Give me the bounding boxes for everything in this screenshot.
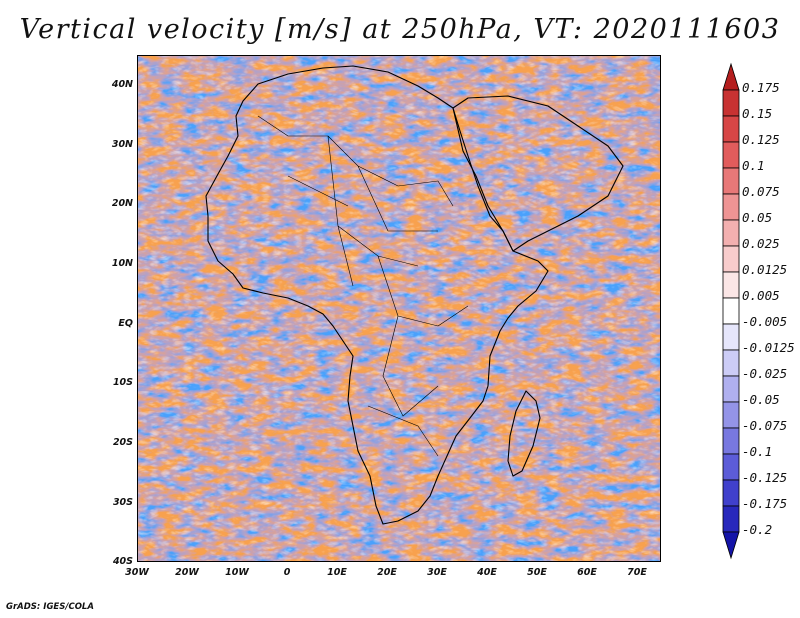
colorbar-segment xyxy=(722,115,740,143)
lon-label-30w: 30W xyxy=(125,567,149,578)
colorbar-label: -0.005 xyxy=(742,314,788,329)
colorbar-top-arrow xyxy=(722,62,740,91)
colorbar-segment xyxy=(722,245,740,273)
lat-label-40n: 40N xyxy=(111,79,133,90)
arabia-coastline xyxy=(452,95,624,252)
lat-label-20n: 20N xyxy=(111,198,133,209)
madagascar-coastline xyxy=(507,390,541,477)
colorbar-segment xyxy=(722,141,740,169)
colorbar-segment xyxy=(722,271,740,299)
africa-coastline xyxy=(205,65,549,525)
colorbar-segment xyxy=(722,505,740,533)
colorbar-segment xyxy=(722,167,740,195)
colorbar-label: -0.075 xyxy=(742,418,788,433)
lat-label-20s: 20S xyxy=(112,437,133,448)
lat-label-10s: 10S xyxy=(112,377,133,388)
lon-label-50e: 50E xyxy=(527,567,547,578)
lon-label-0: 0 xyxy=(283,567,291,578)
lon-label-40e: 40E xyxy=(477,567,497,578)
colorbar-segment xyxy=(722,89,740,117)
lat-label-10n: 10N xyxy=(111,258,133,269)
colorbar-bottom-arrow xyxy=(722,531,740,560)
lon-label-10e: 10E xyxy=(327,567,347,578)
colorbar-label: -0.175 xyxy=(742,496,788,511)
grads-credit: GrADS: IGES/COLA xyxy=(6,602,94,612)
field-streaks xyxy=(138,56,660,561)
map-panel xyxy=(137,55,661,562)
lon-label-70e: 70E xyxy=(627,567,647,578)
colorbar-segment xyxy=(722,219,740,247)
lon-label-20e: 20E xyxy=(377,567,397,578)
lat-label-30n: 30N xyxy=(111,139,133,150)
lon-label-20w: 20W xyxy=(175,567,199,578)
lon-label-10w: 10W xyxy=(225,567,249,578)
colorbar-label: 0.175 xyxy=(742,80,780,95)
colorbar-label: 0.005 xyxy=(742,288,780,303)
colorbar-segment xyxy=(722,297,740,325)
colorbar-segment xyxy=(722,375,740,403)
colorbar-label: 0.075 xyxy=(742,184,780,199)
colorbar-label: 0.15 xyxy=(742,106,773,121)
border-lines xyxy=(257,115,469,457)
colorbar-label: -0.125 xyxy=(742,470,788,485)
colorbar-segment xyxy=(722,349,740,377)
lon-label-60e: 60E xyxy=(577,567,597,578)
colorbar-label: 0.025 xyxy=(742,236,780,251)
lon-label-30e: 30E xyxy=(427,567,447,578)
lat-label-40s: 40S xyxy=(112,556,133,567)
colorbar-segment xyxy=(722,323,740,351)
colorbar-segment xyxy=(722,453,740,481)
colorbar-label: -0.0125 xyxy=(742,340,795,355)
colorbar-label: 0.1 xyxy=(742,158,765,173)
colorbar-label: 0.05 xyxy=(742,210,773,225)
colorbar-label: -0.2 xyxy=(742,522,773,537)
colorbar-label: -0.1 xyxy=(742,444,773,459)
colorbar-segment xyxy=(722,479,740,507)
colorbar-segment xyxy=(722,401,740,429)
colorbar-label: -0.025 xyxy=(742,366,788,381)
colorbar-segment xyxy=(722,427,740,455)
colorbar-label: -0.05 xyxy=(742,392,780,407)
colorbar-segment xyxy=(722,193,740,221)
coastlines xyxy=(205,65,624,525)
lat-label-30s: 30S xyxy=(112,497,133,508)
vertical-velocity-map xyxy=(138,56,660,561)
colorbar-label: 0.0125 xyxy=(742,262,788,277)
lat-label-eq: EQ xyxy=(118,318,133,329)
chart-title: Vertical velocity [m/s] at 250hPa, VT: 2… xyxy=(19,14,781,45)
colorbar-label: 0.125 xyxy=(742,132,780,147)
